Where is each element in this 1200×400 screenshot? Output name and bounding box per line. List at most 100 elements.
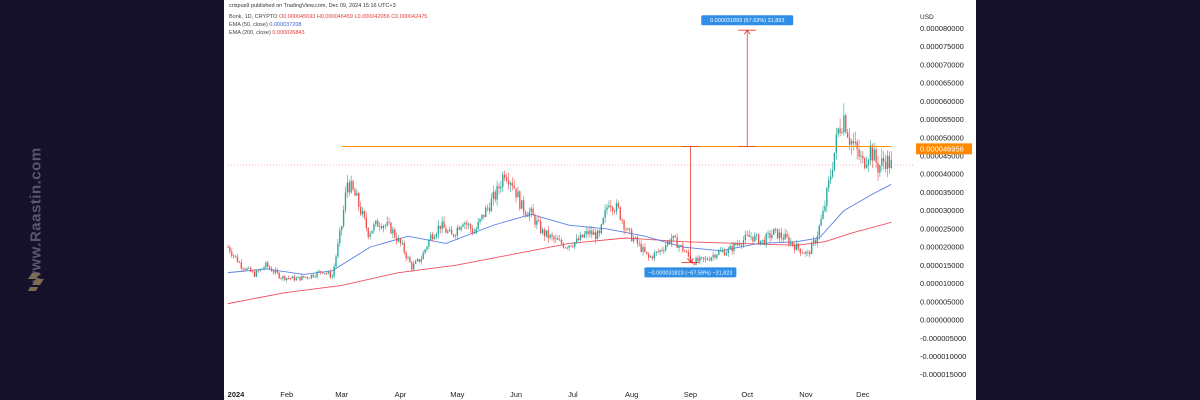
candle-body — [500, 186, 502, 189]
candle-body — [327, 271, 330, 274]
candle-body — [430, 234, 432, 240]
candle-body — [822, 210, 824, 219]
candle-body — [846, 132, 849, 138]
candle-body — [646, 251, 648, 254]
y-tick-label: 0.000080000 — [920, 24, 964, 33]
y-tick-label: 0.000050000 — [920, 133, 964, 142]
y-tick-label: 0.000030000 — [920, 206, 964, 215]
candle-body — [623, 220, 625, 230]
candle-body — [712, 254, 714, 258]
candle-body — [579, 234, 582, 241]
candle-body — [301, 276, 303, 281]
candle-body — [577, 238, 580, 241]
candle-body — [718, 251, 720, 255]
candle-body — [509, 183, 512, 185]
candle-body — [737, 243, 739, 246]
candle-body — [521, 200, 523, 209]
candle-body — [314, 276, 316, 278]
candle-body — [458, 227, 460, 230]
candle-body — [710, 257, 712, 261]
candle-body — [392, 229, 394, 234]
candle-body — [519, 191, 521, 209]
candle-body — [405, 252, 407, 259]
candle-body — [359, 206, 362, 215]
candle-body — [341, 225, 343, 231]
candle-body — [346, 182, 349, 193]
candle-body — [466, 222, 468, 225]
left-sidebar: www.Raastin.com — [0, 0, 224, 400]
candle-body — [257, 270, 260, 272]
price-chart[interactable]: 0.000080000 0.000075000 0.000070000 0.00006… — [224, 0, 976, 400]
candle-body — [369, 233, 371, 237]
candle-body — [684, 250, 686, 252]
candle-body — [824, 205, 826, 211]
candle-body — [797, 243, 800, 249]
candle-body — [551, 234, 553, 237]
candle-body — [596, 230, 599, 240]
candle-body — [843, 115, 845, 133]
candle-body — [674, 235, 676, 238]
x-tick-label: Jul — [568, 390, 578, 399]
candle-body — [774, 228, 777, 230]
candle-body — [619, 207, 621, 220]
candle-body — [363, 211, 366, 218]
y-tick-label: 0.000045000 — [920, 151, 964, 160]
candle-body — [305, 277, 307, 278]
candle-body — [888, 155, 891, 169]
candle-body — [699, 257, 701, 262]
candle-body — [538, 220, 540, 222]
candle-body — [733, 243, 735, 252]
candle-body — [272, 271, 275, 273]
y-tick-label: 0.000035000 — [920, 188, 964, 197]
candle-body — [534, 215, 536, 225]
ema200-row: EMA (200, close) 0.000026843 — [229, 30, 427, 38]
candle-body — [657, 251, 659, 253]
ohlc-close: C0.000042475 — [391, 14, 428, 20]
watermark-text: www.Raastin.com — [27, 147, 45, 283]
y-tick-label: 0.000065000 — [920, 79, 964, 88]
candle-body — [873, 149, 875, 161]
candle-body — [352, 181, 354, 190]
candle-body — [248, 267, 250, 269]
candle-body — [835, 134, 837, 153]
candle-body — [763, 239, 765, 245]
candle-body — [411, 262, 413, 270]
candle-body — [280, 278, 282, 279]
candle-body — [236, 256, 239, 263]
candle-body — [593, 232, 595, 235]
candle-body — [693, 263, 695, 265]
candle-body — [528, 212, 530, 217]
candle-body — [378, 225, 381, 227]
candle-body — [875, 149, 877, 163]
candle-body — [394, 229, 396, 238]
candle-body — [270, 268, 273, 272]
candle-body — [771, 234, 773, 239]
candle-body — [782, 237, 784, 240]
candle-body — [536, 220, 538, 225]
candle-body — [492, 191, 494, 199]
candle-body — [418, 258, 421, 262]
measure-up-arrowhead — [743, 29, 751, 35]
candle-body — [852, 141, 855, 144]
candle-body — [727, 248, 729, 254]
x-tick-label: Dec — [856, 390, 870, 399]
candle-body — [242, 268, 244, 270]
candle-body — [773, 228, 775, 235]
candle-body — [483, 214, 485, 218]
candle-body — [786, 233, 788, 238]
candle-body — [680, 244, 682, 246]
ema50-label: EMA (50, close) — [229, 21, 268, 28]
candle-body — [460, 226, 462, 230]
candle-body — [886, 155, 889, 169]
candle-body — [748, 234, 750, 237]
candle-body — [608, 205, 610, 208]
candle-body — [881, 158, 883, 166]
candle-body — [574, 242, 576, 247]
candle-body — [253, 271, 256, 277]
candle-body — [409, 257, 411, 263]
candle-body — [384, 225, 386, 227]
candle-body — [475, 228, 477, 233]
candle-body — [649, 256, 652, 258]
x-tick-label: Oct — [741, 390, 754, 399]
candle-body — [541, 229, 544, 234]
